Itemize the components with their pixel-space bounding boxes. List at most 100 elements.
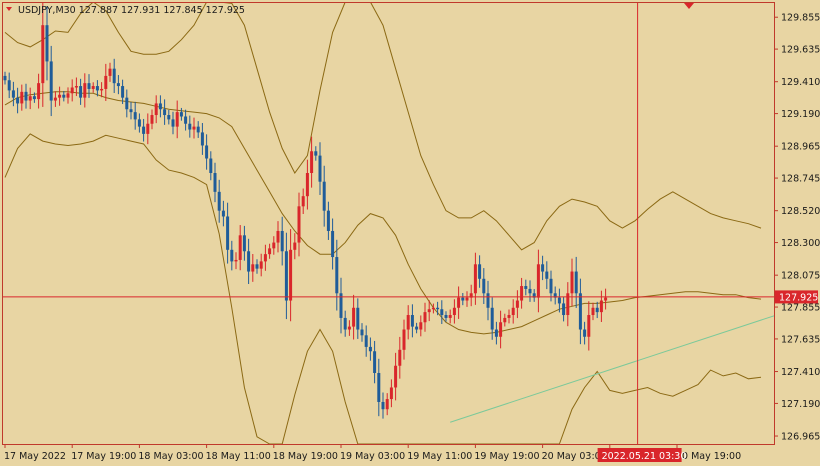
candle-body [179, 112, 183, 117]
candle-body [167, 115, 171, 120]
candle-body [587, 315, 591, 337]
candle-body [482, 278, 486, 294]
candle-body [314, 151, 318, 156]
candle-body [305, 173, 309, 197]
candle-body [406, 315, 410, 330]
band-upper-line [4, 2, 762, 251]
candle-body [171, 119, 175, 127]
candle-body [360, 329, 364, 336]
candle-body [339, 293, 343, 318]
candle-body [49, 61, 53, 101]
candle-body [83, 83, 87, 98]
candle-body [515, 300, 519, 308]
candle-body [419, 322, 423, 330]
candle-body [520, 286, 524, 301]
x-tick-label: 18 May 03:00 [138, 451, 203, 462]
candle-body [70, 87, 74, 94]
candle-body [373, 351, 377, 373]
candle-body [58, 94, 62, 98]
candle-body [356, 307, 360, 330]
x-tick-label: 19 May 19:00 [474, 451, 539, 462]
candle-body [297, 206, 301, 243]
candle-body [566, 293, 570, 316]
candle-body [129, 109, 133, 113]
candle-body [293, 242, 297, 250]
candle-body [557, 297, 561, 304]
cursor-time-label: 2022.05.21 03:30 [602, 451, 687, 462]
candle-body [415, 326, 419, 330]
candle-body [184, 116, 188, 124]
candle-body [196, 126, 200, 133]
symbol-menu-icon[interactable] [6, 7, 12, 11]
candle-body [175, 112, 179, 127]
candle-body [436, 307, 440, 310]
candle-body [343, 317, 347, 330]
candle-body [583, 329, 587, 337]
candle-body [91, 86, 95, 89]
x-tick-label: 17 May 2022 [4, 451, 66, 462]
candle-body [562, 303, 566, 316]
candle-body [284, 251, 288, 301]
candle-body [524, 286, 528, 289]
candle-body [322, 181, 326, 211]
candle-body [410, 315, 414, 327]
candle-body [3, 75, 7, 81]
candle-body [289, 249, 293, 301]
candle-body [133, 112, 137, 120]
candle-body [604, 297, 608, 301]
y-tick-label: 129.190 [781, 109, 820, 120]
candle-body [326, 210, 330, 231]
candle-body [100, 88, 104, 91]
y-tick-label: 129.635 [781, 45, 820, 56]
candle-body [45, 25, 49, 62]
candle-body [461, 297, 465, 301]
cursor-time-tag [597, 448, 682, 462]
x-tick-label: 17 May 19:00 [71, 451, 136, 462]
candle-body [108, 68, 112, 76]
chart-shift-icon[interactable] [684, 3, 694, 9]
candle-body [368, 346, 372, 352]
candle-body [11, 90, 15, 98]
candle-body [469, 293, 473, 298]
band-lower-line [4, 133, 762, 444]
candle-body [318, 155, 322, 182]
candle-body [116, 83, 120, 87]
candle-body [599, 300, 603, 313]
current-price-tag [775, 290, 818, 304]
candle-body [217, 191, 221, 211]
candle-body [431, 307, 435, 310]
y-tick-label: 129.410 [781, 77, 820, 88]
candle-body [95, 86, 99, 91]
candle-body [545, 271, 549, 279]
candle-body [427, 309, 431, 313]
candle-body [549, 278, 553, 294]
candle-body [423, 312, 427, 323]
candle-body [213, 173, 217, 192]
candle-body [200, 132, 204, 146]
candle-body [578, 293, 582, 330]
trendline[interactable] [450, 315, 774, 423]
overlay [2, 2, 774, 444]
candle-body [112, 68, 116, 84]
candle-body [259, 261, 263, 269]
candle-body [251, 264, 255, 272]
candle-body [499, 322, 503, 337]
y-tick-label: 128.300 [781, 238, 820, 249]
candle-body [494, 329, 498, 337]
candle-body [490, 307, 494, 330]
candle-body [150, 115, 154, 124]
y-tick-label: 128.965 [781, 142, 820, 153]
candle-body [465, 297, 469, 301]
candle-body [595, 307, 599, 313]
candle-body [66, 93, 70, 98]
candle-body [301, 196, 305, 207]
candle-body [154, 103, 158, 116]
candle-body [335, 257, 339, 294]
candle-body [398, 349, 402, 366]
candle-body [146, 123, 150, 134]
candles [3, 2, 608, 419]
